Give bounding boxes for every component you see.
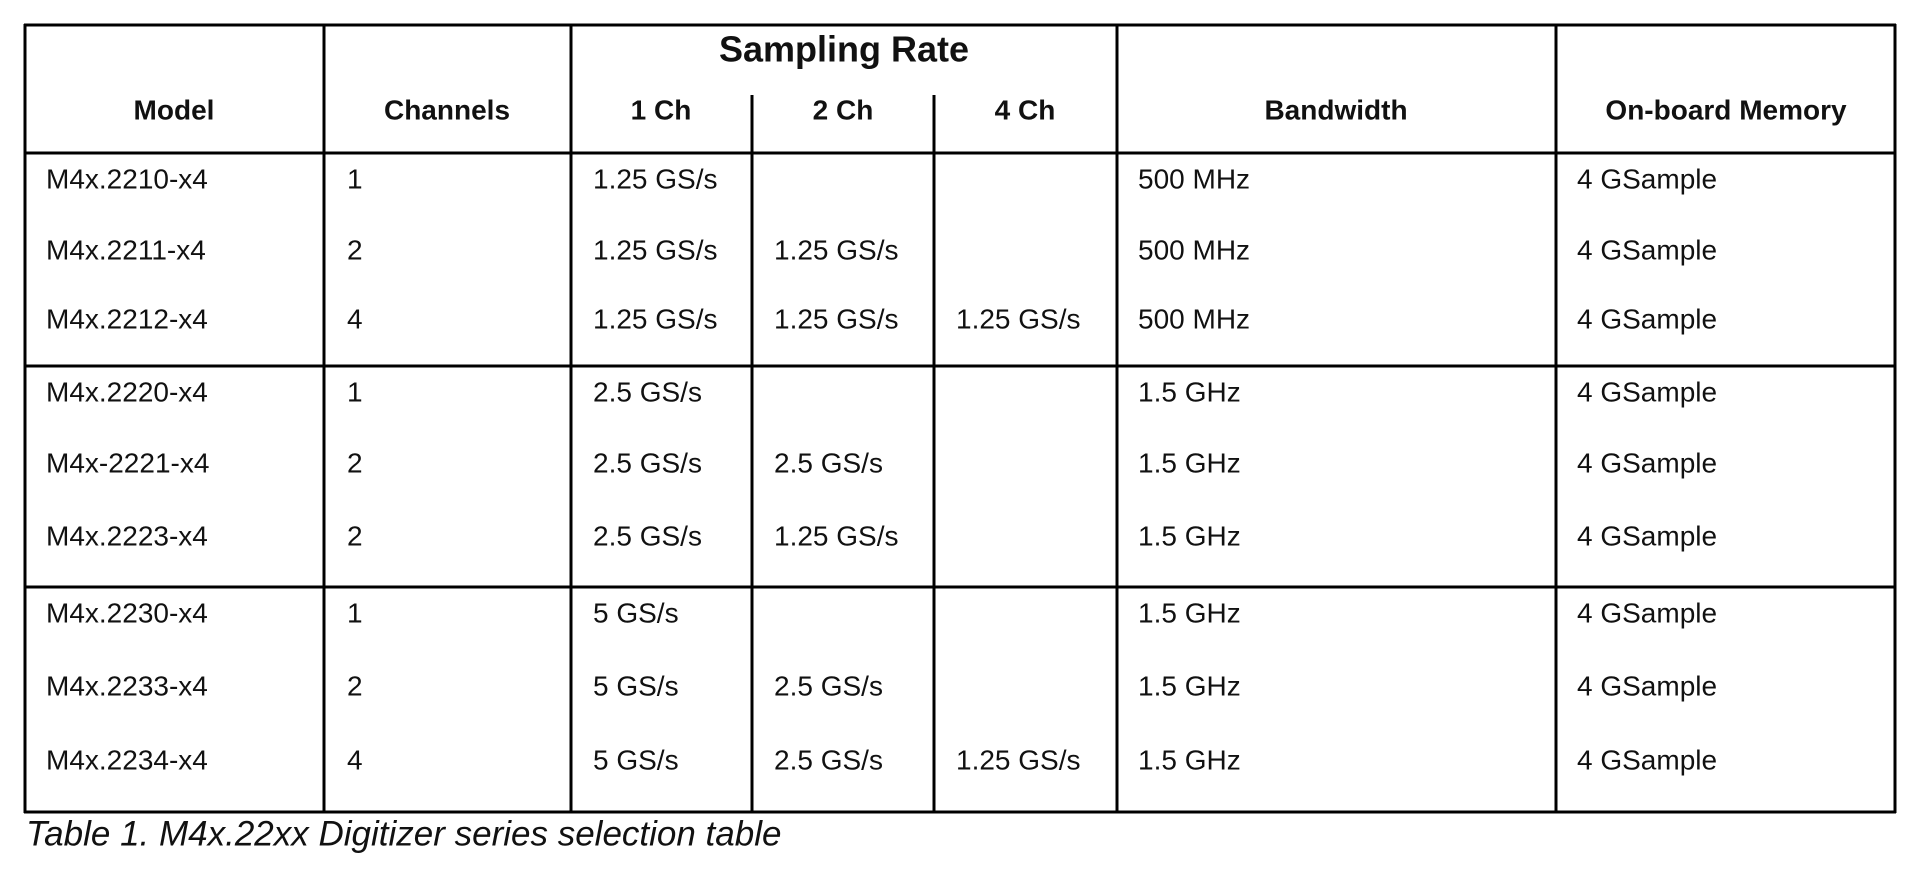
table-cell: 4 — [347, 744, 363, 775]
table-cell: M4x.2233-x4 — [46, 670, 208, 701]
table-cell: 1.5 GHz — [1138, 670, 1241, 701]
table-cell: 1.5 GHz — [1138, 376, 1241, 407]
table-cell: 1.25 GS/s — [774, 303, 899, 334]
table-cell: 1.25 GS/s — [593, 163, 718, 194]
table-cell: 4 GSample — [1577, 447, 1717, 478]
table-cell: 4 — [347, 303, 363, 334]
table-cell: 4 GSample — [1577, 597, 1717, 628]
table-cell: 2.5 GS/s — [593, 520, 702, 551]
table-cell: 1.5 GHz — [1138, 597, 1241, 628]
table-cell: M4x.2234-x4 — [46, 744, 208, 775]
caption: Table 1. M4x.22xx Digitizer series selec… — [26, 814, 781, 853]
table-cell: 1 — [347, 376, 363, 407]
table-cell: M4x.2211-x4 — [46, 234, 206, 265]
header-cell: Model — [134, 94, 215, 125]
table-cell: 2 — [347, 520, 363, 551]
table-lines — [23, 23, 1897, 814]
table-cell: 2.5 GS/s — [774, 670, 883, 701]
table-cell: 1.5 GHz — [1138, 447, 1241, 478]
table-cell: 2 — [347, 447, 363, 478]
table-cell: 4 GSample — [1577, 744, 1717, 775]
table-cell: 4 GSample — [1577, 303, 1717, 334]
table-cell: M4x.2220-x4 — [46, 376, 208, 407]
table-cell: 1.25 GS/s — [956, 744, 1081, 775]
table-cell: 5 GS/s — [593, 744, 679, 775]
table-cell: 2.5 GS/s — [774, 744, 883, 775]
table-cell: 4 GSample — [1577, 376, 1717, 407]
table-cell: 2.5 GS/s — [774, 447, 883, 478]
table-cell: 500 MHz — [1138, 163, 1250, 194]
table-cell: M4x-2221-x4 — [46, 447, 209, 478]
table-cell: 4 GSample — [1577, 163, 1717, 194]
table-cell: 1.5 GHz — [1138, 520, 1241, 551]
table-cell: 1.25 GS/s — [774, 520, 899, 551]
table-cell: 1.25 GS/s — [593, 234, 718, 265]
table-cell: 4 GSample — [1577, 670, 1717, 701]
table-cell: 5 GS/s — [593, 597, 679, 628]
header-cell: Bandwidth — [1264, 94, 1407, 125]
header-cell: 1 Ch — [631, 94, 692, 125]
table-cell: 500 MHz — [1138, 303, 1250, 334]
table-cell: 4 GSample — [1577, 234, 1717, 265]
header-cell: On-board Memory — [1605, 94, 1847, 125]
table-cell: 1 — [347, 163, 363, 194]
table-cell: 1 — [347, 597, 363, 628]
header-cell: Channels — [384, 94, 510, 125]
table-cell: 1.25 GS/s — [774, 234, 899, 265]
table-cell: 5 GS/s — [593, 670, 679, 701]
header-cell: Sampling Rate — [719, 29, 969, 70]
table-cell: M4x.2230-x4 — [46, 597, 208, 628]
table-cell: 2 — [347, 670, 363, 701]
table-cell: 4 GSample — [1577, 520, 1717, 551]
table-cell: 1.25 GS/s — [956, 303, 1081, 334]
header-cell: 4 Ch — [995, 94, 1056, 125]
table-cell: M4x.2210-x4 — [46, 163, 208, 194]
header-cell: 2 Ch — [813, 94, 874, 125]
table-cell: 1.25 GS/s — [593, 303, 718, 334]
table-cell: 2.5 GS/s — [593, 447, 702, 478]
table-cell: M4x.2212-x4 — [46, 303, 208, 334]
table-cell: 2 — [347, 234, 363, 265]
table-cell: 1.5 GHz — [1138, 744, 1241, 775]
table-cell: 500 MHz — [1138, 234, 1250, 265]
table-cell: M4x.2223-x4 — [46, 520, 208, 551]
table-cell: 2.5 GS/s — [593, 376, 702, 407]
